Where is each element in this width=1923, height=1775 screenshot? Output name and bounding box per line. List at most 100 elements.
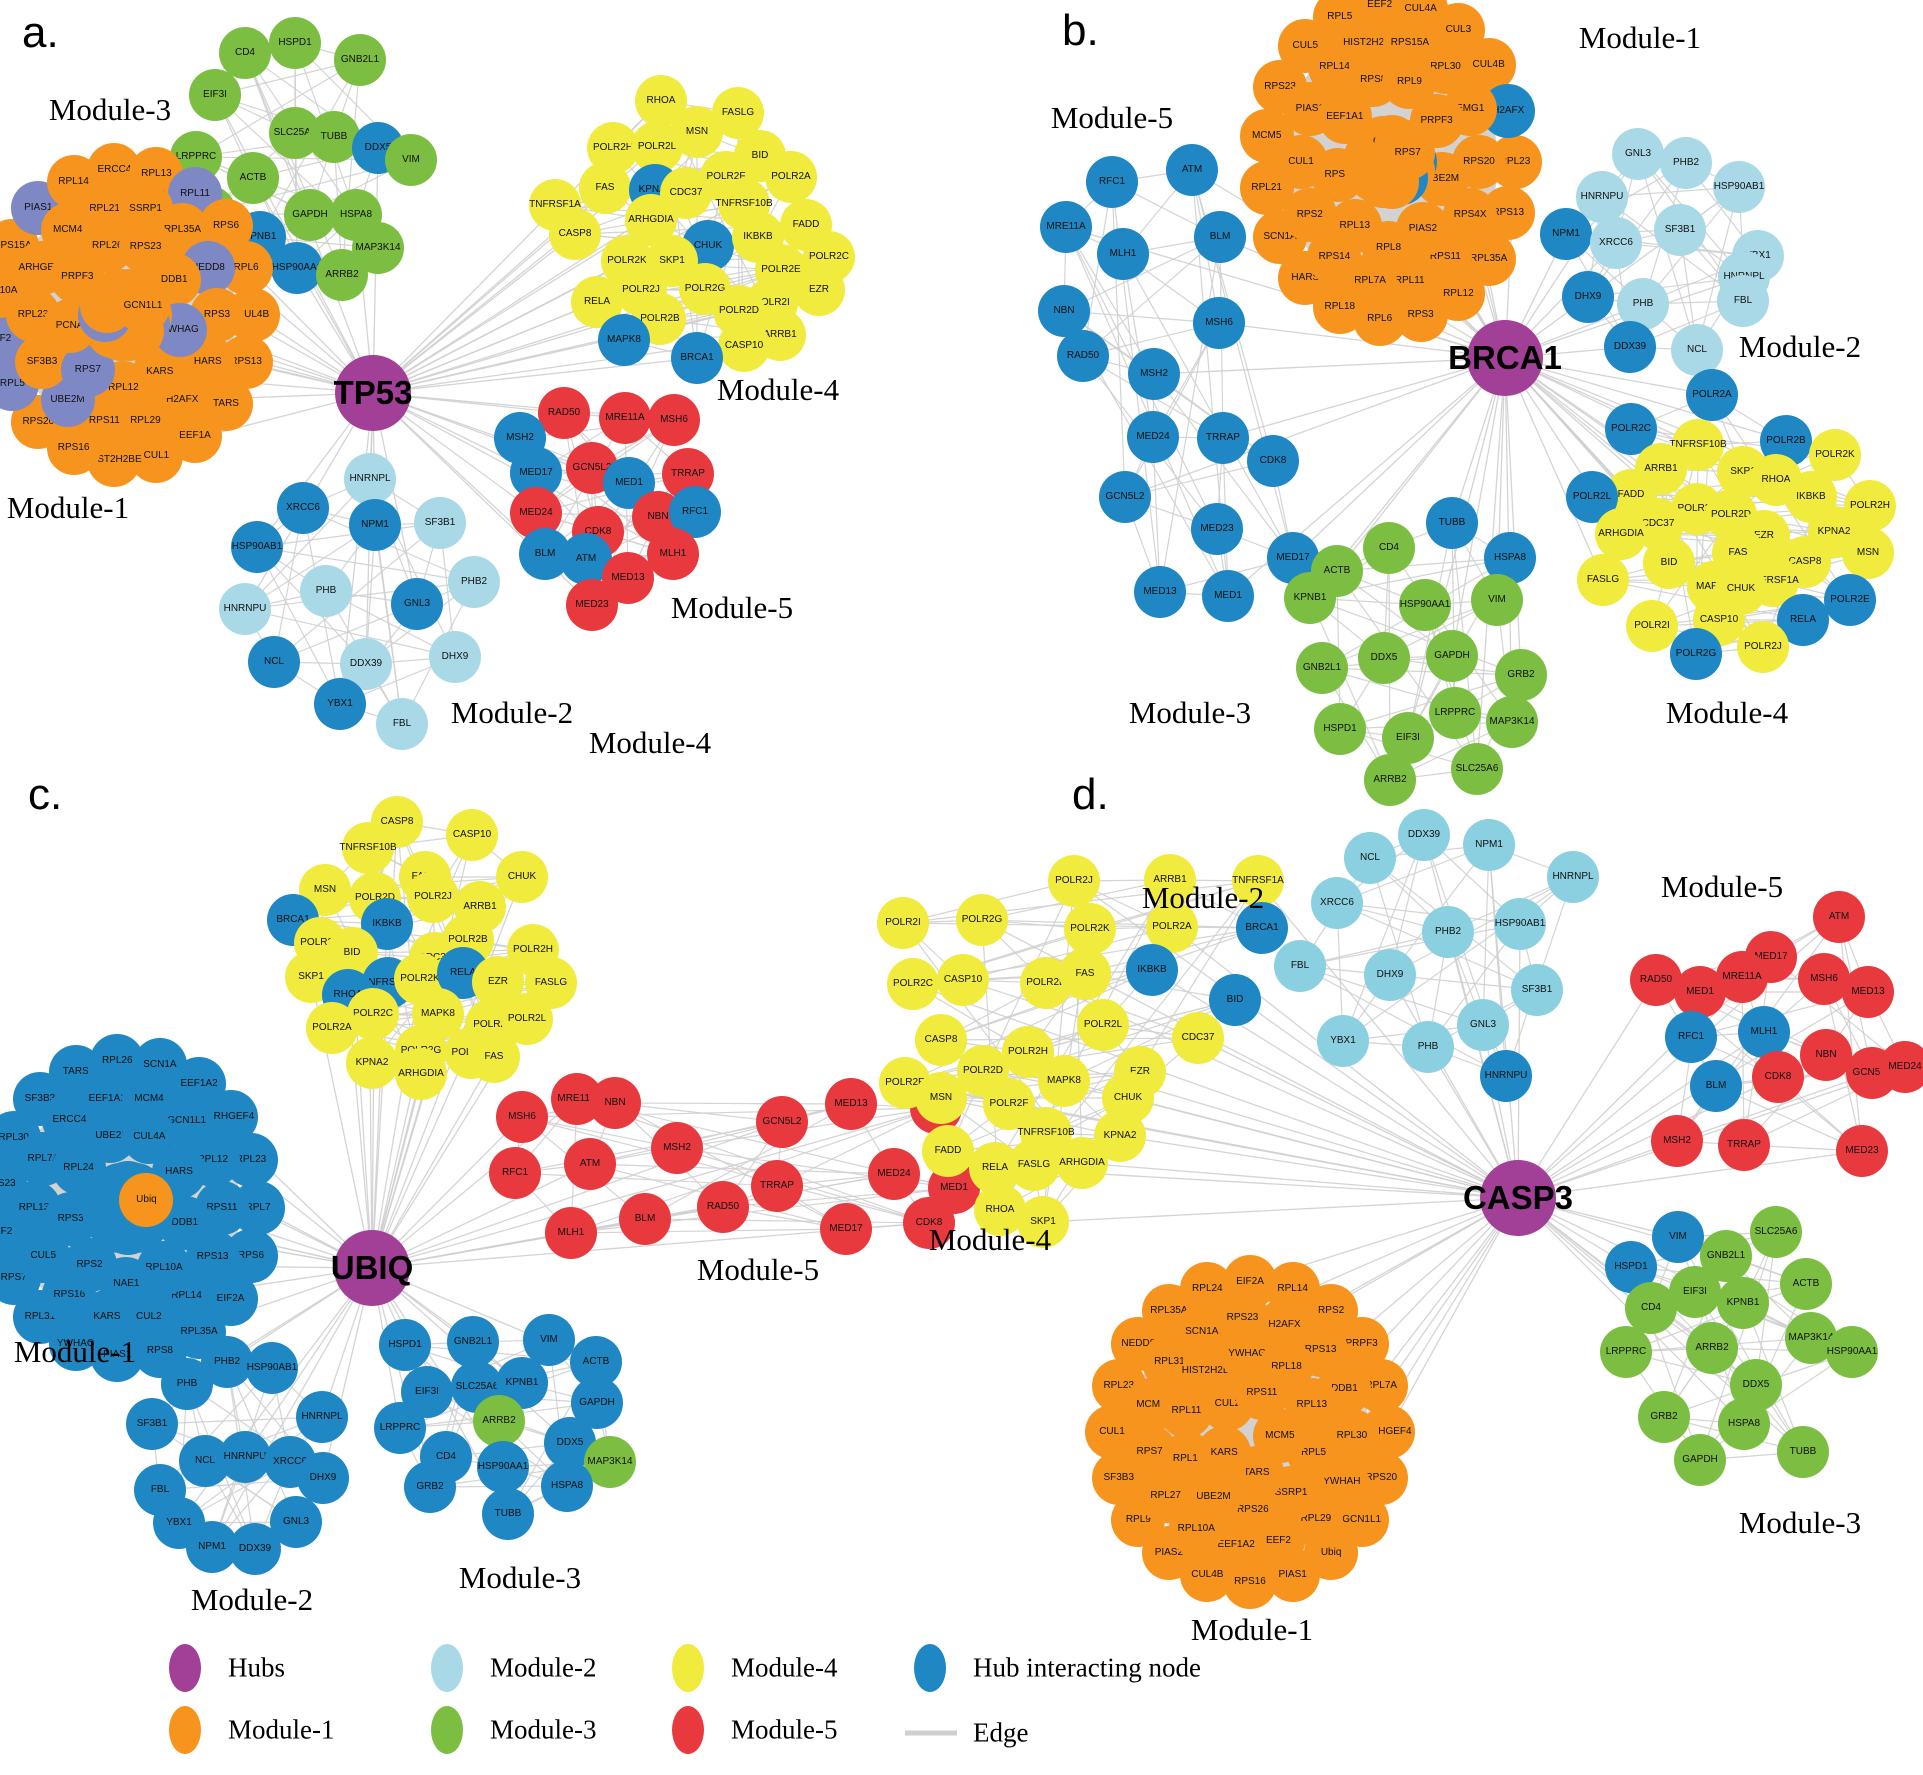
node-HSP90AA1[interactable]: HSP90AA1: [1399, 579, 1451, 631]
node-CD4[interactable]: CD4: [1363, 522, 1415, 574]
node-HSPD1[interactable]: HSPD1: [1605, 1241, 1657, 1293]
node-[interactable]: [1480, 1160, 1556, 1236]
node-MRE11A[interactable]: MRE11A: [599, 392, 651, 444]
node-POLR2J[interactable]: POLR2J: [407, 871, 459, 923]
node-HNRNPL[interactable]: HNRNPL: [344, 453, 396, 505]
node-HSP90AA1[interactable]: HSP90AA1: [477, 1441, 529, 1493]
node-GAPDH[interactable]: GAPDH: [1426, 630, 1478, 682]
node-HNRNPL[interactable]: HNRNPL: [296, 1391, 348, 1443]
node-GNL3[interactable]: GNL3: [1612, 128, 1664, 180]
node-POLR2A[interactable]: POLR2A: [765, 151, 817, 203]
node-[interactable]: [334, 1230, 410, 1306]
node-RPS7[interactable]: RPS7: [1380, 125, 1435, 180]
node-MAP3K14[interactable]: MAP3K14: [1486, 696, 1538, 748]
node-NCL[interactable]: NCL: [1671, 324, 1723, 376]
node-RAD50[interactable]: RAD50: [697, 1181, 749, 1233]
node-HSP90AB1[interactable]: HSP90AB1: [246, 1342, 298, 1394]
node-ATM[interactable]: ATM: [1166, 144, 1218, 196]
node-MED23[interactable]: MED23: [1191, 503, 1243, 555]
node-POLR2A[interactable]: POLR2A: [1686, 369, 1738, 421]
node-POLR2K[interactable]: POLR2K: [1809, 429, 1861, 481]
node-HSPD1[interactable]: HSPD1: [269, 17, 321, 69]
node-POLR2G[interactable]: POLR2G: [1670, 628, 1722, 680]
node-EIF3I[interactable]: EIF3I: [1382, 712, 1434, 764]
node-FBL[interactable]: FBL: [1274, 940, 1326, 992]
node-KPNB1[interactable]: KPNB1: [1284, 572, 1336, 624]
node-CASP10[interactable]: CASP10: [718, 320, 770, 372]
node-TRRAP[interactable]: TRRAP: [1718, 1119, 1770, 1171]
node-TUBB[interactable]: TUBB: [482, 1488, 534, 1540]
node-POLR2J[interactable]: POLR2J: [1737, 621, 1789, 673]
node-DDX39[interactable]: DDX39: [340, 638, 392, 690]
node-MRE11A[interactable]: MRE11A: [1716, 951, 1768, 1003]
node-YBX1[interactable]: YBX1: [1317, 1015, 1369, 1067]
node-POLR2C[interactable]: POLR2C: [887, 958, 939, 1010]
node-POLR2E[interactable]: POLR2E: [1824, 574, 1876, 626]
node-MED17[interactable]: MED17: [820, 1203, 872, 1255]
node-VIM[interactable]: VIM: [523, 1314, 575, 1366]
node-POLR2I[interactable]: POLR2I: [1626, 600, 1678, 652]
node-TNFRSF1A[interactable]: TNFRSF1A: [1232, 855, 1284, 907]
node-MLH1[interactable]: MLH1: [1097, 228, 1149, 280]
node-MLH1[interactable]: MLH1: [647, 528, 699, 580]
node-POLR2G[interactable]: POLR2G: [956, 894, 1008, 946]
node-RAD50[interactable]: RAD50: [1057, 330, 1109, 382]
node-ARRB2[interactable]: ARRB2: [1364, 754, 1416, 806]
node-BID[interactable]: BID: [1643, 537, 1695, 589]
node-DHX9[interactable]: DHX9: [1364, 949, 1416, 1001]
node-MED23[interactable]: MED23: [1836, 1125, 1888, 1177]
node-FAS[interactable]: FAS: [1059, 948, 1111, 1000]
node-MSH6[interactable]: MSH6: [496, 1091, 548, 1143]
node-KPNB1[interactable]: KPNB1: [1717, 1277, 1769, 1329]
node-KARS[interactable]: KARS: [1197, 1426, 1252, 1481]
node-MED24[interactable]: MED24: [868, 1148, 920, 1200]
node-PHB[interactable]: PHB: [1402, 1021, 1454, 1073]
node-HSP90AA1[interactable]: HSP90AA1: [1826, 1326, 1878, 1378]
node-BLM[interactable]: BLM: [1690, 1060, 1742, 1112]
node-POLR2L[interactable]: POLR2L: [1077, 999, 1129, 1051]
node-POLR2K[interactable]: POLR2K: [1064, 903, 1116, 955]
node-GAPDH[interactable]: GAPDH: [1674, 1434, 1726, 1486]
node-VIM[interactable]: VIM: [1471, 574, 1523, 626]
node-[interactable]: [335, 355, 411, 431]
node-MSN[interactable]: MSN: [1842, 527, 1894, 579]
node-RAD50[interactable]: RAD50: [538, 387, 590, 439]
node-NPM1[interactable]: NPM1: [349, 499, 401, 551]
node-DDX39[interactable]: DDX39: [229, 1523, 281, 1575]
node-XRCC6[interactable]: XRCC6: [277, 482, 329, 534]
node-HNRNPU[interactable]: HNRNPU: [1480, 1050, 1532, 1102]
node-DDX39[interactable]: DDX39: [1604, 321, 1656, 373]
node-POLR2A[interactable]: POLR2A: [306, 1002, 358, 1054]
node-GNL3[interactable]: GNL3: [1457, 999, 1509, 1051]
node-TUBB[interactable]: TUBB: [1777, 1426, 1829, 1478]
node-POLR2I[interactable]: POLR2I: [877, 897, 929, 949]
node-HSP90AA1[interactable]: HSP90AA1: [271, 242, 323, 294]
node-DHX9[interactable]: DHX9: [1562, 271, 1614, 323]
node-DDX5[interactable]: DDX5: [1358, 632, 1410, 684]
node-MED13[interactable]: MED13: [825, 1078, 877, 1130]
node-NPM1[interactable]: NPM1: [1540, 208, 1592, 260]
node-HSP90AB1[interactable]: HSP90AB1: [1713, 161, 1765, 213]
node-HSPA8[interactable]: HSPA8: [1718, 1398, 1770, 1450]
node-ATM[interactable]: ATM: [564, 1138, 616, 1190]
node-HSP90AB1[interactable]: HSP90AB1: [1494, 898, 1546, 950]
node-CDK8[interactable]: CDK8: [1752, 1051, 1804, 1103]
node-FASLG[interactable]: FASLG: [1577, 554, 1629, 606]
node-GRB2[interactable]: GRB2: [404, 1461, 456, 1513]
node-FADD[interactable]: FADD: [922, 1125, 974, 1177]
node-BRCA1[interactable]: BRCA1: [671, 332, 723, 384]
node-BLM[interactable]: BLM: [1194, 211, 1246, 263]
node-ARRB2[interactable]: ARRB2: [473, 1395, 525, 1447]
node-GRB2[interactable]: GRB2: [1638, 1391, 1690, 1443]
node-RPL13[interactable]: RPL13: [1327, 199, 1382, 254]
node-MAPK8[interactable]: MAPK8: [1038, 1055, 1090, 1107]
node-GAPDH[interactable]: GAPDH: [284, 189, 336, 241]
node-FAS[interactable]: FAS: [579, 162, 631, 214]
node-SF3B1[interactable]: SF3B1: [126, 1398, 178, 1450]
node-MRE11A[interactable]: MRE11A: [1040, 201, 1092, 253]
node-RAD50[interactable]: RAD50: [1630, 954, 1682, 1006]
node-MLH1[interactable]: MLH1: [545, 1207, 597, 1259]
node-MSH2[interactable]: MSH2: [1651, 1115, 1703, 1167]
node-ARRB1[interactable]: ARRB1: [1144, 854, 1196, 906]
node-ARRB2[interactable]: ARRB2: [316, 249, 368, 301]
